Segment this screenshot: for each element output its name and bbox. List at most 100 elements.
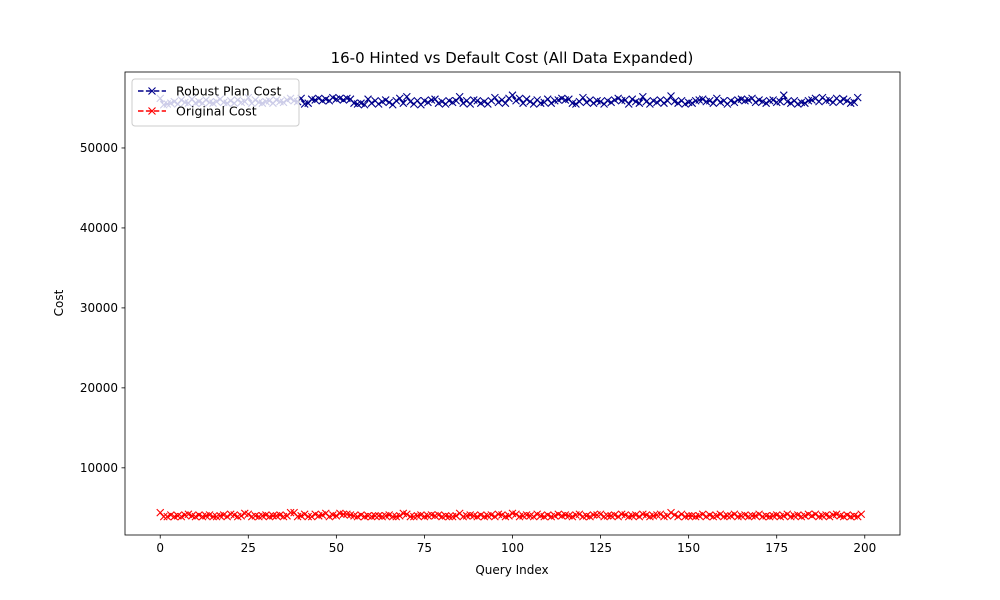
data-point <box>603 511 612 520</box>
data-point <box>402 92 411 101</box>
data-point <box>730 510 739 519</box>
data-point <box>209 512 217 521</box>
data-point <box>374 100 383 108</box>
data-point <box>688 99 697 108</box>
plot-area <box>156 91 866 521</box>
data-point <box>371 511 379 520</box>
data-point <box>589 99 598 108</box>
data-point <box>783 510 792 519</box>
data-point <box>269 511 277 520</box>
data-point <box>286 508 295 517</box>
data-point <box>663 96 672 105</box>
data-point <box>579 93 587 102</box>
data-point <box>522 95 531 104</box>
data-point <box>751 98 760 107</box>
y-tick-label: 30000 <box>80 301 118 315</box>
y-tick-label: 50000 <box>80 141 118 155</box>
data-point <box>575 510 584 519</box>
data-point <box>596 510 605 519</box>
data-point <box>642 97 651 106</box>
data-point <box>825 96 834 104</box>
data-point <box>853 93 862 102</box>
data-point <box>314 94 323 103</box>
data-point <box>853 512 862 521</box>
data-point <box>307 512 316 521</box>
data-point <box>786 99 795 108</box>
y-tick-label: 40000 <box>80 221 118 235</box>
data-point <box>614 94 623 103</box>
data-point <box>698 510 707 519</box>
data-point <box>769 96 778 104</box>
x-tick-label: 75 <box>417 541 432 555</box>
x-tick-label: 25 <box>241 541 256 555</box>
x-tick-label: 125 <box>589 541 612 555</box>
plot-frame <box>124 71 901 536</box>
legend-item-original-cost: Original Cost <box>138 104 257 119</box>
data-point <box>755 510 763 519</box>
x-tick-label: 50 <box>329 541 344 555</box>
data-point <box>473 96 482 105</box>
data-point <box>705 96 714 105</box>
data-point <box>491 93 499 102</box>
legend-marker <box>148 87 156 95</box>
data-point <box>223 512 232 521</box>
data-point <box>698 95 707 104</box>
data-point <box>381 96 390 104</box>
data-point <box>836 97 844 106</box>
data-point <box>730 98 739 107</box>
data-point <box>660 99 668 108</box>
data-point <box>508 91 517 100</box>
data-point <box>385 98 394 107</box>
data-point <box>638 92 647 101</box>
data-point <box>709 99 718 108</box>
data-point <box>159 512 168 521</box>
data-point <box>667 92 675 100</box>
data-point <box>667 508 675 517</box>
series-original-cost <box>156 508 866 521</box>
x-tick-label: 0 <box>156 541 164 555</box>
x-tick-label: 100 <box>501 541 524 555</box>
data-point <box>424 98 432 107</box>
legend-label: Robust Plan Cost <box>176 84 281 99</box>
data-point <box>300 510 309 519</box>
data-point <box>624 100 633 108</box>
data-point <box>244 510 253 519</box>
data-point <box>776 97 785 106</box>
data-point <box>237 511 246 520</box>
data-point <box>547 99 556 108</box>
data-point <box>399 99 408 108</box>
legend-item-robust-plan-cost: Robust Plan Cost <box>138 84 281 99</box>
data-point <box>582 98 591 107</box>
data-point <box>339 510 348 519</box>
data-point <box>480 97 489 106</box>
data-point <box>653 98 661 107</box>
data-point <box>505 511 513 520</box>
data-point <box>452 511 461 520</box>
data-point <box>512 510 520 519</box>
data-point <box>491 512 499 521</box>
data-point <box>515 94 524 103</box>
y-axis-label: Cost <box>52 289 66 316</box>
data-point <box>445 512 453 521</box>
data-point <box>607 98 616 107</box>
data-point <box>459 99 468 108</box>
data-point <box>529 512 538 521</box>
legend: Robust Plan Cost Original Cost <box>131 78 300 127</box>
legend-box <box>131 78 300 127</box>
legend-marker <box>148 107 156 115</box>
data-point <box>501 99 510 108</box>
data-point <box>392 96 401 105</box>
data-point <box>801 99 809 108</box>
data-point <box>684 511 693 520</box>
data-point <box>596 97 605 106</box>
data-point <box>723 511 732 520</box>
data-point <box>614 512 623 521</box>
y-tick-label: 10000 <box>80 461 118 475</box>
data-point <box>635 99 644 108</box>
data-point <box>455 92 464 101</box>
data-point <box>656 510 665 519</box>
data-point <box>406 97 415 106</box>
x-tick-label: 175 <box>765 541 788 555</box>
data-point <box>360 100 369 109</box>
data-point <box>857 510 866 519</box>
